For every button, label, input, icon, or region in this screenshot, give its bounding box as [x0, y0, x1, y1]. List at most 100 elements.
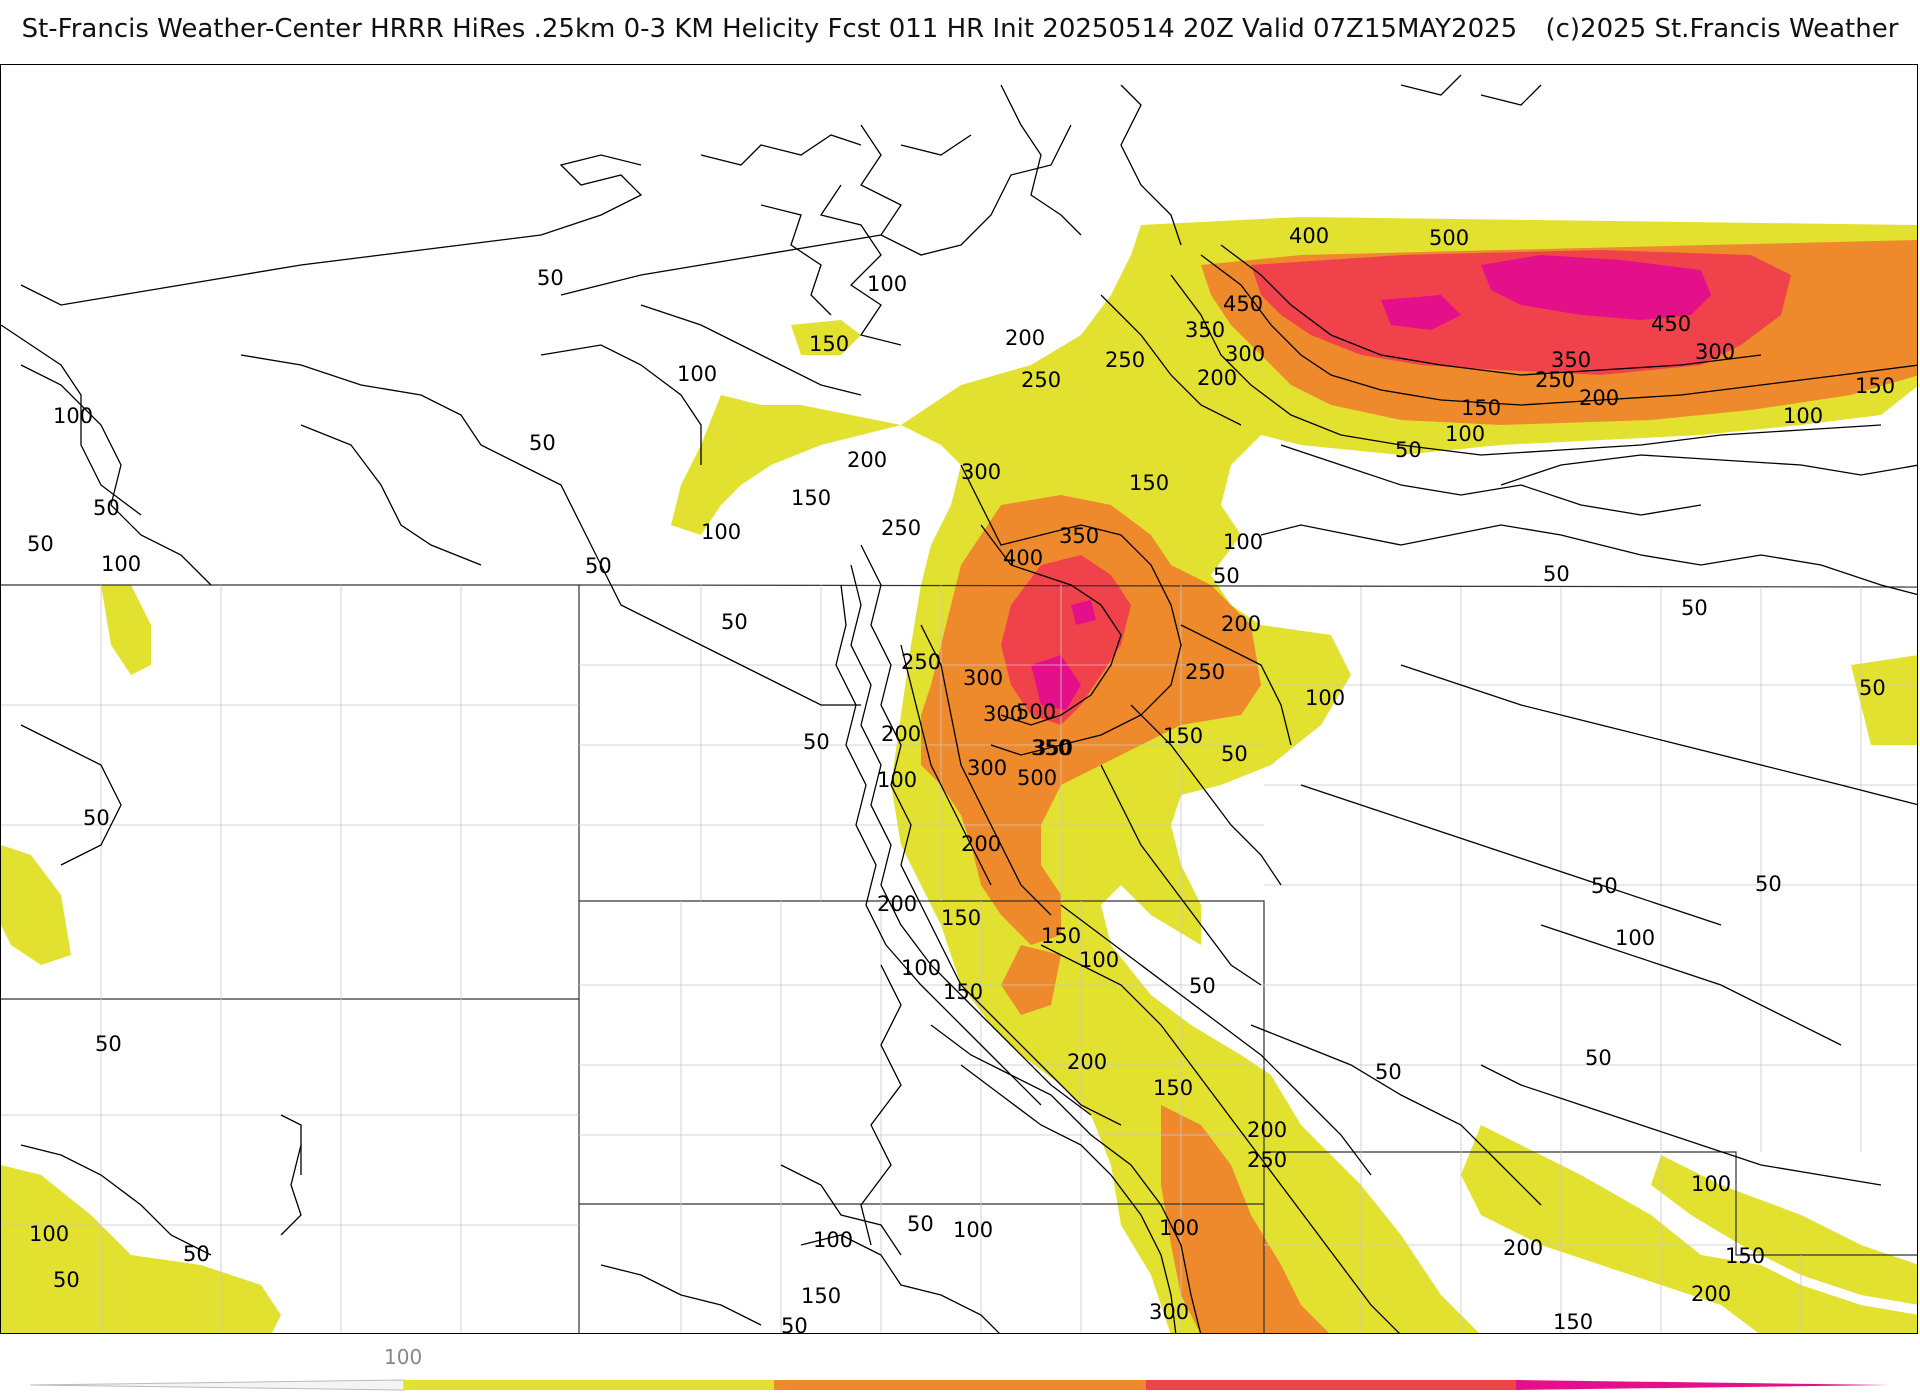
label-200: 200 [1691, 1282, 1731, 1306]
label-500: 500 [1429, 226, 1469, 250]
label-200: 200 [1247, 1118, 1287, 1142]
colorbar-right-triangle [1516, 1380, 1890, 1390]
label-200: 200 [1005, 326, 1045, 350]
label-100: 100 [677, 362, 717, 386]
label-200: 200 [833, 1330, 873, 1334]
county-borders [1, 585, 1917, 1333]
label-200: 200 [961, 832, 1001, 856]
label-200: 200 [1579, 386, 1619, 410]
label-50: 50 [585, 554, 612, 578]
label-150: 150 [1153, 1076, 1193, 1100]
label-150: 150 [1553, 1310, 1593, 1334]
contour-lines [1, 74, 1917, 1333]
label-100: 100 [1615, 926, 1655, 950]
label-150: 150 [1041, 924, 1081, 948]
label-100: 100 [701, 520, 741, 544]
label-50: 50 [95, 1032, 122, 1056]
label-50: 50 [183, 1242, 210, 1266]
label-100: 100 [867, 272, 907, 296]
label-100: 100 [1783, 404, 1823, 428]
contour-labels: 50 100 150 200 250 300 350 400 500 450 3… [27, 224, 1895, 1334]
label-50: 50 [1859, 676, 1886, 700]
label-150: 150 [1163, 724, 1203, 748]
label-100: 100 [1445, 422, 1485, 446]
label-50: 50 [1221, 742, 1248, 766]
label-100: 100 [953, 1218, 993, 1242]
label-200: 200 [1067, 1050, 1107, 1074]
colorbar-segment-2 [774, 1380, 1146, 1390]
label-100: 100 [53, 404, 93, 428]
label-150: 150 [809, 332, 849, 356]
label-250: 250 [1021, 368, 1061, 392]
colorbar-left-triangle [29, 1379, 405, 1391]
label-50: 50 [907, 1212, 934, 1236]
label-150: 150 [1461, 396, 1501, 420]
label-100: 100 [29, 1222, 69, 1246]
label-50: 50 [27, 532, 54, 556]
label-100: 100 [1223, 530, 1263, 554]
label-300: 300 [961, 460, 1001, 484]
title-main: St-Francis Weather-Center HRRR HiRes .25… [21, 14, 1518, 44]
label-150: 150 [943, 980, 983, 1004]
colorbar-segment-1 [404, 1380, 774, 1390]
label-350: 350 [1059, 524, 1099, 548]
label-250: 250 [1185, 660, 1225, 684]
label-100: 100 [101, 552, 141, 576]
label-150: 150 [1129, 471, 1169, 495]
label-50: 50 [803, 730, 830, 754]
label-200: 200 [1503, 1236, 1543, 1260]
colorbar [29, 1379, 1890, 1391]
label-50: 50 [537, 266, 564, 290]
label-100: 100 [1159, 1216, 1199, 1240]
colorbar-segment-3 [1146, 1380, 1516, 1390]
label-300: 300 [1695, 340, 1735, 364]
label-150: 150 [941, 906, 981, 930]
label-50: 50 [1189, 974, 1216, 998]
label-400: 400 [1003, 546, 1043, 570]
label-500: 500 [1016, 700, 1056, 724]
label-200: 200 [881, 722, 921, 746]
shading-150 [1, 217, 1917, 1333]
label-250: 250 [1105, 348, 1145, 372]
helicity-map: 50 100 150 200 250 300 350 400 500 450 3… [0, 64, 1918, 1334]
label-250: 250 [1247, 1148, 1287, 1172]
label-300: 300 [963, 666, 1003, 690]
label-500: 500 [1017, 766, 1057, 790]
label-50: 50 [529, 431, 556, 455]
label-250: 250 [901, 650, 941, 674]
label-50: 50 [53, 1268, 80, 1292]
map-title: St-Francis Weather-Center HRRR HiRes .25… [0, 14, 1920, 44]
state-borders [1, 584, 1917, 1333]
label-300: 300 [1149, 1300, 1189, 1324]
label-350: 350 [1031, 736, 1071, 760]
label-50: 50 [1755, 872, 1782, 896]
label-150: 150 [1725, 1244, 1765, 1268]
title-copyright: (c)2025 St.Francis Weather [1545, 14, 1899, 44]
label-350: 350 [1033, 736, 1073, 760]
label-200: 200 [877, 892, 917, 916]
label-250: 250 [881, 516, 921, 540]
map-canvas: 50 100 150 200 250 300 350 400 500 450 3… [1, 74, 1917, 1334]
label-450: 450 [1651, 312, 1691, 336]
label-50: 50 [1395, 438, 1422, 462]
label-50: 50 [1681, 596, 1708, 620]
label-100: 100 [901, 956, 941, 980]
label-100: 100 [1305, 686, 1345, 710]
label-250: 250 [1535, 368, 1575, 392]
label-350: 350 [1185, 318, 1225, 342]
label-50: 50 [83, 806, 110, 830]
label-200: 200 [847, 448, 887, 472]
label-200: 200 [1197, 366, 1237, 390]
label-100: 100 [813, 1228, 853, 1252]
label-50: 50 [1213, 564, 1240, 588]
label-50: 50 [93, 496, 120, 520]
label-100: 100 [877, 768, 917, 792]
label-350: 350 [1551, 348, 1591, 372]
label-50: 50 [1591, 874, 1618, 898]
label-300: 300 [983, 702, 1023, 726]
label-450: 450 [1223, 292, 1263, 316]
label-200: 200 [1221, 612, 1261, 636]
label-300: 300 [967, 756, 1007, 780]
label-50: 50 [1585, 1046, 1612, 1070]
label-150: 150 [791, 486, 831, 510]
